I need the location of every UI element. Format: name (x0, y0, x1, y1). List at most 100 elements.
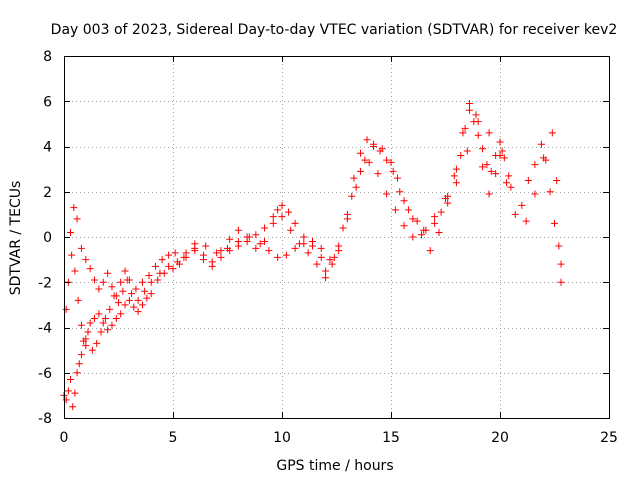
data-point (82, 342, 90, 350)
x-tick-label: 0 (60, 430, 69, 446)
data-point (485, 190, 493, 198)
data-point (339, 224, 347, 232)
data-point (546, 188, 554, 196)
y-tick-label: 2 (43, 185, 52, 201)
data-point (74, 296, 82, 304)
data-point (108, 321, 116, 329)
x-tick-label: 25 (600, 430, 618, 446)
data-point (485, 129, 493, 137)
data-point (418, 231, 426, 239)
data-point (77, 244, 85, 252)
data-point (82, 335, 90, 343)
data-point (70, 204, 78, 212)
x-tick-label: 10 (273, 430, 291, 446)
data-point (309, 238, 317, 246)
data-point (147, 278, 155, 286)
data-point (67, 376, 75, 384)
data-point (86, 265, 94, 273)
data-point (145, 271, 153, 279)
data-point (82, 256, 90, 264)
axis-ticks (64, 56, 610, 419)
y-tick-label: -2 (38, 275, 52, 291)
data-point (99, 278, 107, 286)
data-point (191, 240, 199, 248)
data-point (62, 396, 70, 404)
data-point (291, 244, 299, 252)
data-point (69, 403, 77, 411)
data-point (99, 319, 107, 327)
data-point (274, 206, 282, 214)
data-point (457, 152, 465, 160)
data-point (343, 215, 351, 223)
data-point (396, 188, 404, 196)
data-point (472, 111, 480, 119)
data-point (71, 389, 79, 397)
data-point (71, 267, 79, 275)
data-point (152, 262, 160, 270)
data-point (507, 183, 515, 191)
data-point (123, 276, 131, 284)
data-point (101, 314, 109, 322)
data-point (154, 276, 162, 284)
data-point (465, 100, 473, 108)
data-point (173, 258, 181, 266)
data-point (295, 240, 303, 248)
data-point (84, 328, 92, 336)
data-point (121, 301, 129, 309)
data-point (68, 251, 76, 259)
data-point (492, 170, 500, 178)
data-point (496, 138, 504, 146)
data-point (389, 167, 397, 175)
data-point (531, 190, 539, 198)
data-point (459, 129, 467, 137)
y-tick-label: 4 (43, 140, 52, 156)
y-tick-label: -6 (38, 366, 52, 382)
data-point (208, 262, 216, 270)
data-point (496, 152, 504, 160)
data-point (391, 206, 399, 214)
data-point (461, 124, 469, 132)
data-point (97, 328, 105, 336)
data-point (75, 360, 83, 368)
x-tick-labels: 0 5 10 15 20 25 (60, 430, 618, 446)
x-axis-label: GPS time / hours (276, 458, 393, 474)
data-point (278, 201, 286, 209)
data-point (435, 228, 443, 236)
data-point (335, 242, 343, 250)
data-point (108, 283, 116, 291)
y-tick-label: 8 (43, 49, 52, 65)
data-point (426, 247, 434, 255)
data-point (138, 301, 146, 309)
data-point (104, 326, 112, 334)
data-point (287, 226, 295, 234)
data-point (278, 213, 286, 221)
data-point (356, 167, 364, 175)
data-point (363, 136, 371, 144)
data-point (180, 253, 188, 261)
data-point (256, 240, 264, 248)
data-point (64, 387, 72, 395)
data-point (128, 290, 136, 298)
data-point (431, 219, 439, 227)
data-point (165, 251, 173, 259)
data-point (500, 154, 508, 162)
data-point (104, 269, 112, 277)
data-point (537, 140, 545, 148)
data-point (463, 147, 471, 155)
data-point (252, 231, 260, 239)
data-point (261, 224, 269, 232)
data-point (378, 145, 386, 153)
grid (64, 56, 609, 418)
data-point (474, 118, 482, 126)
data-point (370, 143, 378, 150)
data-point (132, 285, 140, 293)
data-point (356, 149, 364, 157)
data-point (117, 310, 125, 318)
data-point (62, 305, 70, 313)
data-point (348, 192, 356, 200)
data-point (420, 226, 428, 234)
data-point (106, 305, 114, 313)
data-point (442, 195, 449, 203)
data-point (361, 156, 369, 164)
data-point (551, 219, 558, 227)
